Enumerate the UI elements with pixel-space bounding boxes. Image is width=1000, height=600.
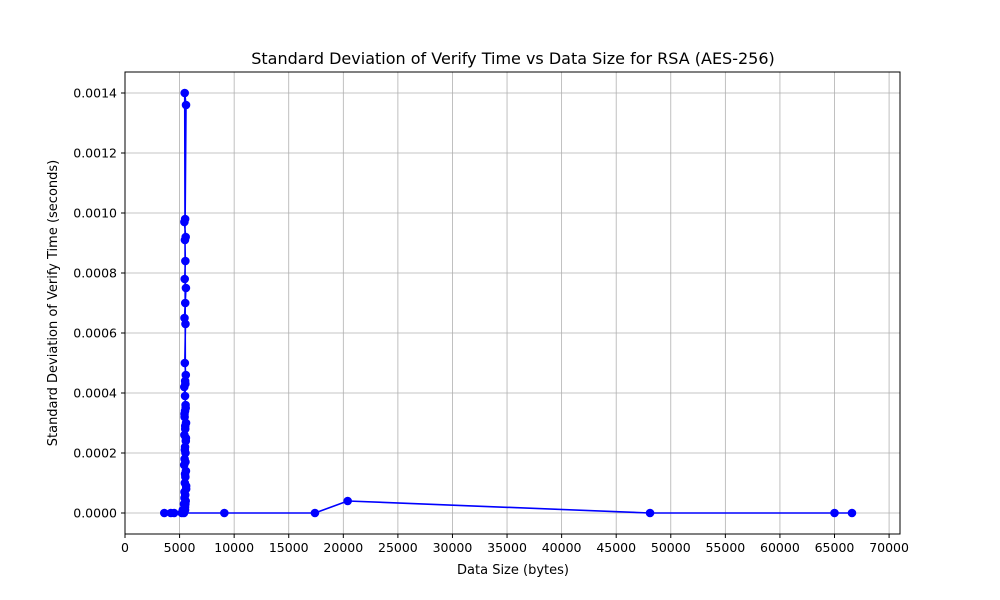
data-point: [830, 508, 839, 518]
x-tick-label: 55000: [705, 540, 745, 555]
data-point: [310, 508, 320, 518]
data-point: [180, 487, 189, 497]
x-tick-label: 20000: [323, 540, 363, 555]
data-point: [181, 100, 191, 110]
data-point: [181, 283, 191, 293]
chart-title: Standard Deviation of Verify Time vs Dat…: [251, 49, 775, 68]
data-point: [180, 313, 189, 323]
x-tick-label: 60000: [760, 540, 800, 555]
data-point: [181, 256, 190, 266]
data-point: [180, 469, 190, 479]
x-tick-label: 35000: [487, 540, 527, 555]
y-tick-label: 0.0008: [73, 266, 117, 281]
x-tick-label: 65000: [815, 540, 855, 555]
x-tick-label: 70000: [869, 540, 909, 555]
data-point: [181, 370, 191, 380]
y-tick-label: 0.0002: [73, 446, 117, 461]
data-point: [181, 232, 190, 242]
x-tick-label: 5000: [164, 540, 196, 555]
data-point: [181, 457, 190, 467]
data-point: [160, 508, 169, 518]
x-tick-label: 0: [121, 540, 129, 555]
data-point: [180, 274, 190, 284]
data-point: [180, 214, 190, 224]
data-point: [847, 508, 857, 518]
x-axis: 0 5000 10000 15000 20000 25000 30000 35000 40000…: [121, 534, 909, 555]
data-point: [180, 445, 190, 455]
y-tick-label: 0.0004: [73, 386, 117, 401]
y-tick-label: 0.0006: [73, 326, 117, 341]
data-point: [180, 88, 190, 98]
grid: [124, 72, 900, 534]
data-point: [180, 409, 189, 419]
data-point: [180, 421, 190, 431]
x-tick-label: 30000: [433, 540, 473, 555]
series: [160, 88, 857, 518]
plot-frame: [124, 71, 901, 535]
data-point: [343, 496, 352, 506]
data-point: [645, 508, 655, 518]
data-point: [181, 433, 191, 443]
data-point: [220, 508, 229, 518]
data-point: [179, 508, 189, 518]
data-point: [180, 298, 190, 308]
y-axis: 0.0000 0.0002 0.0004 0.0006 0.0008 0.0010 0.00…: [73, 86, 125, 521]
y-tick-label: 0.0000: [73, 506, 117, 521]
data-point: [169, 508, 179, 518]
data-point: [180, 358, 190, 368]
x-tick-label: 10000: [214, 540, 254, 555]
y-tick-label: 0.0012: [73, 146, 117, 161]
data-point: [180, 391, 190, 401]
x-tick-label: 45000: [596, 540, 636, 555]
data-point: [181, 379, 190, 389]
x-tick-label: 50000: [651, 540, 691, 555]
x-tick-label: 15000: [269, 540, 309, 555]
y-axis-label: Standard Deviation of Verify Time (secon…: [46, 160, 61, 447]
y-tick-label: 0.0014: [73, 86, 117, 101]
x-tick-label: 25000: [378, 540, 418, 555]
x-axis-label: Data Size (bytes): [457, 563, 569, 578]
x-tick-label: 40000: [542, 540, 582, 555]
y-tick-label: 0.0010: [73, 206, 117, 221]
